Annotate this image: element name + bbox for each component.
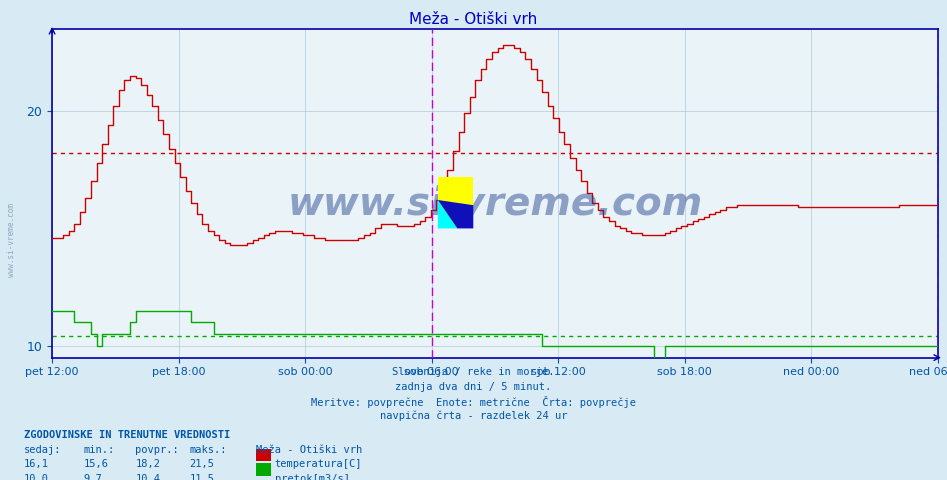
Text: navpična črta - razdelek 24 ur: navpična črta - razdelek 24 ur xyxy=(380,410,567,421)
Text: 16,1: 16,1 xyxy=(24,459,48,469)
Polygon shape xyxy=(438,200,474,228)
Text: povpr.:: povpr.: xyxy=(135,445,179,455)
Text: 21,5: 21,5 xyxy=(189,459,214,469)
Text: zadnja dva dni / 5 minut.: zadnja dva dni / 5 minut. xyxy=(396,382,551,392)
Text: sedaj:: sedaj: xyxy=(24,445,62,455)
Text: 15,6: 15,6 xyxy=(83,459,108,469)
Text: ZGODOVINSKE IN TRENUTNE VREDNOSTI: ZGODOVINSKE IN TRENUTNE VREDNOSTI xyxy=(24,430,230,440)
Text: Meža - Otiški vrh: Meža - Otiški vrh xyxy=(409,12,538,27)
Text: temperatura[C]: temperatura[C] xyxy=(275,459,362,469)
Text: www.si-vreme.com: www.si-vreme.com xyxy=(7,203,16,277)
Text: Meritve: povprečne  Enote: metrične  Črta: povprečje: Meritve: povprečne Enote: metrične Črta:… xyxy=(311,396,636,408)
Text: 11,5: 11,5 xyxy=(189,474,214,480)
Text: min.:: min.: xyxy=(83,445,115,455)
Text: 10,4: 10,4 xyxy=(135,474,160,480)
Bar xyxy=(438,177,474,228)
Text: Slovenija / reke in morje.: Slovenija / reke in morje. xyxy=(392,367,555,377)
Text: 9,7: 9,7 xyxy=(83,474,102,480)
Text: 10,0: 10,0 xyxy=(24,474,48,480)
Polygon shape xyxy=(438,200,457,228)
Text: 18,2: 18,2 xyxy=(135,459,160,469)
Text: maks.:: maks.: xyxy=(189,445,227,455)
Text: pretok[m3/s]: pretok[m3/s] xyxy=(275,474,349,480)
Text: www.si-vreme.com: www.si-vreme.com xyxy=(287,184,703,222)
Text: Meža - Otiški vrh: Meža - Otiški vrh xyxy=(256,445,362,455)
